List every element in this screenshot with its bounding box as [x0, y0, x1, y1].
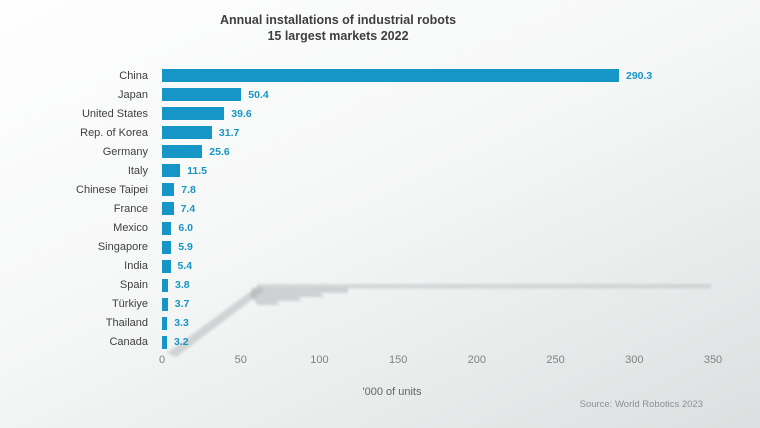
category-label: Singapore — [97, 241, 148, 254]
value-label: 3.2 — [174, 336, 189, 349]
value-label: 5.9 — [178, 241, 193, 254]
value-label: 50.4 — [248, 88, 269, 101]
chart-title-line1: Annual installations of industrial robot… — [219, 13, 457, 27]
bar-row: Germany 25.6 — [0, 142, 760, 161]
x-axis-label: '000 of units — [362, 386, 422, 398]
category-label: United States — [81, 107, 148, 120]
category-label: India — [124, 260, 148, 273]
x-tick-label: 300 — [625, 354, 644, 366]
value-label: 7.4 — [180, 202, 196, 215]
category-label: Chinese Taipei — [76, 183, 148, 196]
category-label: Japan — [118, 88, 148, 101]
value-label: 31.7 — [218, 126, 240, 139]
bar-row: Japan 50.4 — [0, 85, 760, 104]
chart-title: Annual installations of industrial robot… — [0, 12, 676, 44]
bar-row: Italy 11.5 — [0, 161, 760, 180]
x-tick-label: 150 — [388, 354, 408, 366]
bar — [162, 278, 168, 292]
bar — [162, 164, 181, 178]
chart-title-line2: 15 largest markets 2022 — [267, 29, 409, 43]
category-label: Türkiye — [111, 298, 148, 311]
bar — [162, 240, 172, 254]
bar-row: India 5.4 — [0, 257, 760, 276]
category-label: France — [113, 202, 148, 215]
value-label: 25.6 — [209, 145, 230, 158]
x-tick-label: 350 — [703, 354, 723, 366]
x-axis-ticks: 0 50 100 150 200 250 300 350 — [0, 354, 760, 368]
bar-row: United States 39.6 — [0, 104, 760, 123]
category-label: Rep. of Korea — [80, 126, 148, 139]
bar-row: Türkiye 3.7 — [0, 295, 760, 314]
x-tick-label: 250 — [546, 354, 565, 366]
value-label: 3.8 — [175, 279, 190, 292]
value-label: 3.3 — [174, 317, 189, 330]
bar — [162, 126, 212, 140]
source-note: Source: World Robotics 2023 — [579, 399, 703, 410]
bar-row: Canada 3.2 — [0, 333, 760, 352]
category-label: China — [119, 69, 148, 82]
bar — [162, 297, 168, 311]
bar-row: France 7.4 — [0, 199, 760, 218]
swoosh-diagonal-band — [167, 286, 265, 357]
category-label: Mexico — [113, 222, 148, 235]
swoosh-horizontal-band — [257, 284, 711, 289]
bar — [162, 202, 174, 216]
bar — [162, 335, 167, 349]
category-label: Italy — [127, 164, 148, 177]
bar — [162, 259, 171, 273]
category-label: Germany — [102, 145, 148, 158]
bar — [162, 88, 242, 102]
category-label: Thailand — [105, 317, 148, 330]
bar — [162, 145, 203, 159]
category-label: Canada — [109, 336, 148, 349]
bar-row: Rep. of Korea 31.7 — [0, 123, 760, 142]
x-tick-label: 50 — [234, 354, 247, 366]
x-tick-label: 200 — [467, 354, 487, 366]
bar-rows: China 290.3 Japan 50.4 United States 39.6 Rep.… — [0, 66, 760, 352]
x-tick-label: 100 — [310, 354, 329, 366]
bar-row: Chinese Taipei 7.8 — [0, 180, 760, 199]
value-label: 6.0 — [178, 222, 193, 235]
bar — [162, 316, 168, 330]
bar — [162, 69, 619, 83]
bar-row: China 290.3 — [0, 66, 760, 85]
value-label: 290.3 — [626, 69, 653, 82]
bar-row: Mexico 6.0 — [0, 219, 760, 238]
value-label: 5.4 — [177, 260, 193, 273]
value-label: 39.6 — [231, 107, 252, 120]
value-label: 11.5 — [187, 164, 207, 177]
bar — [162, 107, 225, 121]
bar-row: Spain 3.8 — [0, 276, 760, 295]
swoosh-shadow-steps — [250, 288, 348, 305]
bar — [162, 183, 175, 197]
bar — [162, 221, 172, 235]
bar-row: Singapore 5.9 — [0, 238, 760, 257]
x-tick-label: 0 — [158, 354, 166, 366]
value-label: 3.7 — [174, 298, 190, 311]
category-label: Spain — [119, 279, 148, 292]
bar-row: Thailand 3.3 — [0, 314, 760, 333]
value-label: 7.8 — [181, 183, 196, 196]
